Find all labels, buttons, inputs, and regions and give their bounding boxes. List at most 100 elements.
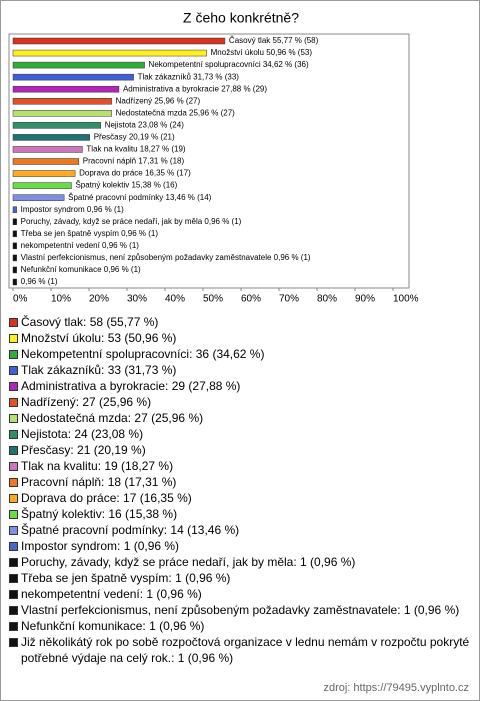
bar <box>12 218 17 225</box>
bar-label: Tlak zákazníků 31,73 % (33) <box>138 72 240 81</box>
bar <box>12 182 72 189</box>
legend-swatch <box>9 430 18 439</box>
bar-label: Administrativa a byrokracie 27,88 % (29) <box>123 84 267 93</box>
bar <box>12 98 112 105</box>
x-tick-label: 90% <box>355 294 375 305</box>
legend-swatch <box>9 494 18 503</box>
legend-item: Nedostatečná mzda: 27 (25,96 %) <box>9 410 471 426</box>
legend-label: Nefunkční komunikace: 1 (0,96 %) <box>21 619 205 633</box>
bar-label: Špatný kolektiv 15,38 % (16) <box>75 181 177 190</box>
legend-label: Tlak zákazníků: 33 (31,73 %) <box>21 363 177 377</box>
legend-item: nekompetentní vedení: 1 (0,96 %) <box>9 586 471 602</box>
legend-label: Pracovní náplň: 18 (17,31 %) <box>21 475 177 489</box>
legend-swatch <box>9 542 18 551</box>
bar-label: Nekompetentní spolupracovníci 34,62 % (3… <box>149 60 309 69</box>
source: zdroj: https://79495.vyplnto.cz <box>323 682 469 694</box>
bar <box>12 85 120 93</box>
bar-label: nekompetentní vedení 0,96 % (1) <box>21 241 140 250</box>
legend-item: Špatné pracovní podmínky: 14 (13,46 %) <box>9 522 471 538</box>
bar-label: Vlastní perfekcionismus, není způsobeným… <box>21 253 311 262</box>
legend-swatch <box>9 462 18 471</box>
bar-label: Přesčasy 20,19 % (21) <box>94 133 175 142</box>
legend-swatch <box>9 574 18 583</box>
bar-label: Nedostatečná mzda 25,96 % (27) <box>116 108 236 117</box>
legend-item: Tlak na kvalitu: 19 (18,27 %) <box>9 458 471 474</box>
bar <box>12 230 17 238</box>
x-tick-label: 100% <box>393 294 419 305</box>
x-tick-label: 60% <box>241 294 261 305</box>
bar <box>12 73 134 81</box>
legend-item: Tlak zákazníků: 33 (31,73 %) <box>9 362 471 378</box>
legend-swatch <box>9 318 18 327</box>
legend-swatch <box>9 606 18 615</box>
bar-label: Poruchy, závady, když se práce nedaří, j… <box>21 217 242 226</box>
x-tick-label: 70% <box>279 294 299 305</box>
x-tick-label: 10% <box>51 294 71 305</box>
legend-label: Vlastní perfekcionismus, není způsobeným… <box>21 603 460 617</box>
legend-label: Doprava do práce: 17 (16,35 %) <box>21 491 192 505</box>
legend-item: Administrativa a byrokracie: 29 (27,88 %… <box>9 378 471 394</box>
legend-item: Již několikátý rok po sobě rozpočtová or… <box>9 634 471 666</box>
legend-swatch <box>9 622 18 631</box>
bar-label: Nadřízený 25,96 % (27) <box>116 96 201 105</box>
x-tick-label: 50% <box>203 294 223 305</box>
bar <box>12 134 90 141</box>
chart: Z čeho konkrétně? 0% 10% 20% 30% 40% 50% 60% 70… <box>8 10 419 305</box>
legend-item: Nejistota: 24 (23,08 %) <box>9 426 471 442</box>
legend-item: Časový tlak: 58 (55,77 %) <box>9 314 471 330</box>
legend-label: Špatný kolektiv: 16 (15,38 %) <box>21 507 178 521</box>
bar <box>12 146 83 153</box>
legend-label: Nedostatečná mzda: 27 (25,96 %) <box>21 411 204 425</box>
legend-swatch <box>9 558 18 567</box>
legend-swatch <box>9 334 18 343</box>
legend-swatch <box>9 414 18 423</box>
legend-label: Nekompetentní spolupracovníci: 36 (34,62… <box>21 347 265 361</box>
bar-label: Časový tlak 55,77 % (58) <box>229 36 319 45</box>
legend-item: Nadřízený: 27 (25,96 %) <box>9 394 471 410</box>
x-tick-label: 40% <box>165 294 185 305</box>
legend-item: Třeba se jen špatně vyspím: 1 (0,96 %) <box>9 570 471 586</box>
legend-item: Nekompetentní spolupracovníci: 36 (34,62… <box>9 346 471 362</box>
bar-label: Pracovní náplň 17,31 % (18) <box>83 157 185 166</box>
x-tick-label: 0% <box>13 294 28 305</box>
bar-label: Množství úkolu 50,96 % (53) <box>211 48 313 57</box>
legend-label: Přesčasy: 21 (20,19 %) <box>21 443 146 457</box>
bar <box>12 122 101 129</box>
legend-label: Časový tlak: 58 (55,77 %) <box>21 315 159 329</box>
legend-label: Tlak na kvalitu: 19 (18,27 %) <box>21 459 174 473</box>
legend-label: Poruchy, závady, když se práce nedaří, j… <box>21 555 356 569</box>
x-tick-label: 20% <box>89 294 109 305</box>
legend-label: Množství úkolu: 53 (50,96 %) <box>21 331 177 345</box>
legend-item: Množství úkolu: 53 (50,96 %) <box>9 330 471 346</box>
legend-swatch <box>9 510 18 519</box>
bar <box>12 194 65 201</box>
legend-label: Špatné pracovní podmínky: 14 (13,46 %) <box>21 523 240 537</box>
legend-label: Administrativa a byrokracie: 29 (27,88 %… <box>21 379 241 393</box>
bar <box>12 170 76 177</box>
bar <box>12 206 17 213</box>
bar <box>12 278 17 286</box>
legend-swatch <box>9 446 18 455</box>
bar-label: Nefunkční komunikace 0,96 % (1) <box>21 265 141 274</box>
bar-label: Tlak na kvalitu 18,27 % (19) <box>86 145 185 154</box>
legend-item: Špatný kolektiv: 16 (15,38 %) <box>9 506 471 522</box>
legend-swatch <box>9 638 18 647</box>
bar <box>12 37 226 45</box>
legend-item: Poruchy, závady, když se práce nedaří, j… <box>9 554 471 570</box>
bar-label: Impostor syndrom 0,96 % (1) <box>21 205 124 214</box>
legend-item: Pracovní náplň: 18 (17,31 %) <box>9 474 471 490</box>
bar-label: Špatné pracovní podmínky 13,46 % (14) <box>68 193 212 202</box>
bar-label: Doprava do práce 16,35 % (17) <box>79 169 191 178</box>
chart-title: Z čeho konkrétně? <box>183 10 299 26</box>
legend-item: Impostor syndrom: 1 (0,96 %) <box>9 538 471 554</box>
legend-item: Nefunkční komunikace: 1 (0,96 %) <box>9 618 471 634</box>
legend-swatch <box>9 590 18 599</box>
bar <box>12 49 207 57</box>
bar <box>12 254 17 262</box>
legend-label: Nejistota: 24 (23,08 %) <box>21 427 144 441</box>
bar <box>12 242 17 250</box>
legend-item: Přesčasy: 21 (20,19 %) <box>9 442 471 458</box>
x-tick-label: 30% <box>127 294 147 305</box>
legend-label: Již několikátý rok po sobě rozpočtová or… <box>21 635 470 665</box>
